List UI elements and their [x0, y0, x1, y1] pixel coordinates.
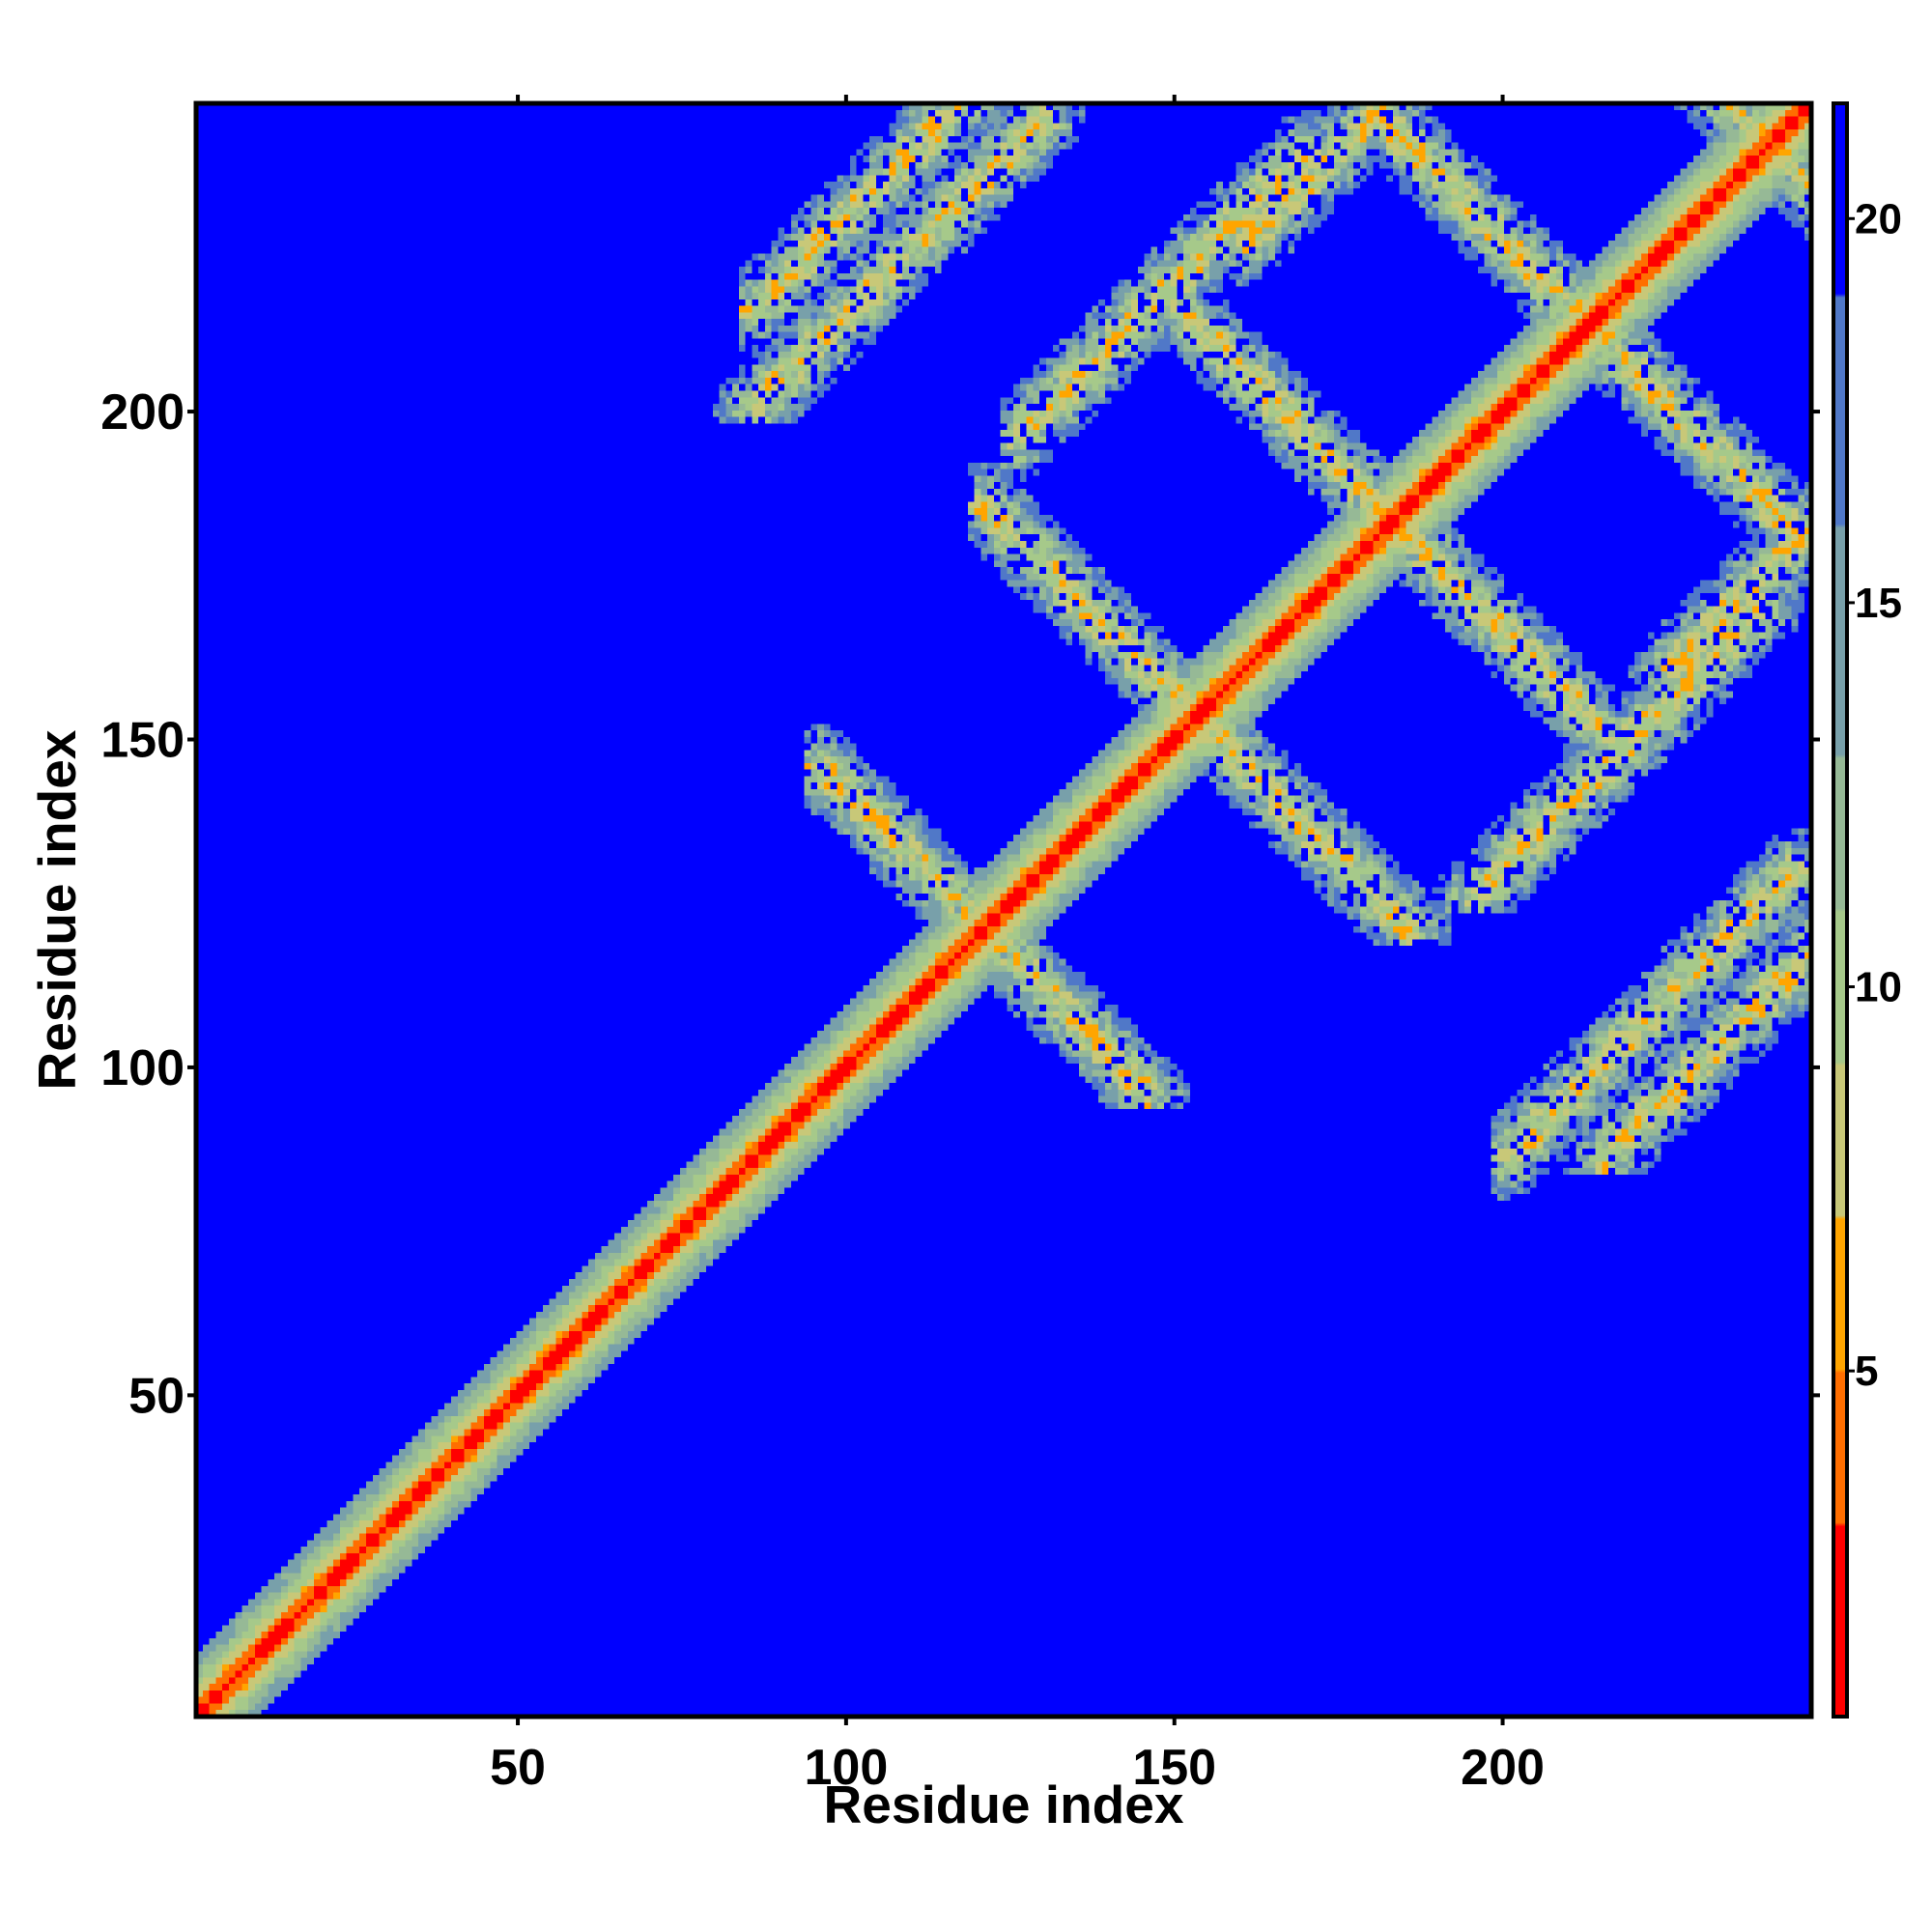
colorbar-tick-label: 15 — [1855, 580, 1902, 627]
y-tick-label: 50 — [128, 1368, 185, 1424]
heatmap-cells — [196, 103, 1811, 1717]
colorbar-ticks: 5 10 15 20 — [1847, 195, 1902, 1395]
colorbar-tick-label: 20 — [1855, 195, 1902, 242]
y-axis-ticks: 50 100 150 200 — [100, 384, 1820, 1424]
x-axis-label: Residue index — [824, 1775, 1184, 1834]
y-tick-label: 150 — [100, 712, 185, 768]
y-tick-label: 200 — [100, 384, 185, 440]
x-tick-label: 50 — [490, 1740, 546, 1796]
plot-frame — [193, 100, 1814, 1719]
colorbar-frame — [1832, 101, 1849, 1719]
x-axis-ticks: 50 100 150 200 — [490, 95, 1545, 1796]
y-axis-label: Residue index — [27, 729, 87, 1090]
colorbar-tick-label: 5 — [1855, 1348, 1878, 1395]
x-tick-label: 100 — [804, 1740, 888, 1796]
colorbar-tick-label: 10 — [1855, 964, 1902, 1011]
x-tick-label: 200 — [1461, 1740, 1545, 1796]
y-tick-label: 100 — [100, 1040, 185, 1096]
colorbar-gradient — [1833, 103, 1847, 1717]
x-tick-label: 150 — [1132, 1740, 1216, 1796]
